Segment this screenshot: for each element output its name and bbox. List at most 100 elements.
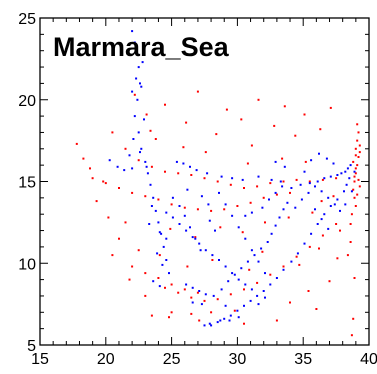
data-point-s0-118 [169,227,172,230]
axes: 15 20 25 30 35 40 5 10 15 20 25 [18,11,377,368]
data-point-s0-139 [233,309,236,312]
data-point-s1-129 [165,237,168,240]
data-point-s1-2 [136,53,139,55]
data-point-s1-117 [237,226,240,229]
data-point-s1-125 [189,226,191,229]
data-point-s0-133 [186,265,189,268]
data-point-s0-16 [358,185,361,188]
data-point-s1-25 [128,154,131,157]
data-point-s0-51 [157,198,160,201]
data-point-s0-49 [131,191,134,194]
data-point-s0-75 [335,223,338,225]
data-point-s1-105 [198,242,201,245]
data-point-s1-5 [136,98,139,101]
data-point-s1-101 [171,216,174,219]
data-point-s0-76 [131,265,134,268]
data-point-s0-4 [357,156,360,158]
data-point-s1-71 [243,304,245,307]
data-point-s0-55 [210,209,213,212]
data-point-s1-157 [191,301,194,304]
data-point-s1-104 [191,236,194,239]
data-point-s1-128 [158,231,161,234]
data-point-s1-151 [310,159,313,162]
data-point-s0-99 [107,216,110,219]
data-point-s0-48 [118,187,120,189]
data-point-s0-15 [357,178,360,181]
data-point-s1-126 [194,237,197,240]
data-point-s0-26 [346,254,349,257]
data-point-s0-28 [111,131,114,134]
data-point-s1-66 [275,277,278,279]
data-point-s0-140 [198,319,201,322]
data-point-s0-78 [157,277,160,279]
data-point-s0-124 [311,211,314,214]
data-point-s0-57 [236,205,239,207]
data-point-s0-104 [196,90,199,93]
data-point-s1-56 [343,190,345,193]
data-point-s0-85 [210,311,213,314]
data-point-s1-149 [325,157,328,160]
data-point-s0-123 [287,216,290,219]
data-point-s0-103 [185,121,188,124]
data-point-s1-170 [156,252,159,255]
data-point-s0-37 [229,183,232,186]
data-point-s1-109 [224,265,227,268]
data-point-s1-52 [346,167,349,170]
data-point-s1-86 [212,294,215,297]
data-point-s1-154 [274,160,277,163]
data-point-s1-68 [262,290,265,292]
data-point-s1-163 [250,211,253,214]
data-point-s1-142 [314,208,316,211]
data-point-s1-112 [244,283,247,286]
data-point-s1-15 [160,232,163,235]
data-point-s1-107 [211,254,214,257]
data-point-s0-65 [203,299,206,302]
data-point-s1-38 [231,177,234,180]
data-point-s1-50 [340,172,343,175]
data-point-s0-6 [356,139,359,142]
data-point-s1-114 [218,191,220,194]
data-point-s1-153 [283,165,286,168]
data-point-s1-57 [336,198,339,201]
data-point-s0-27 [339,229,341,232]
data-point-s0-19 [354,154,357,157]
data-point-s0-36 [216,180,219,183]
data-point-s0-68 [243,288,245,291]
data-point-s0-107 [240,118,243,121]
data-point-s1-121 [264,272,266,275]
data-point-s1-10 [146,172,149,175]
data-point-s0-23 [353,277,356,279]
data-point-s1-16 [162,245,165,248]
data-point-s1-115 [224,203,227,206]
data-point-s0-70 [269,273,272,276]
data-point-s0-105 [215,133,218,136]
data-point-s1-43 [290,187,293,189]
data-point-s0-74 [321,234,324,237]
data-point-s1-11 [149,183,152,186]
data-point-s1-82 [185,283,188,286]
data-point-s0-88 [124,221,127,224]
data-point-s1-24 [143,118,145,121]
data-point-s1-28 [116,165,119,168]
data-point-s1-139 [327,196,330,199]
data-point-s0-8 [358,151,361,154]
data-point-s0-72 [295,255,298,258]
x-tick-label-15: 15 [31,351,49,368]
data-point-s1-135 [300,198,303,201]
data-point-s0-146 [149,129,152,132]
data-point-s1-155 [152,280,155,283]
data-point-s1-74 [223,317,226,320]
y-tick-label-5: 5 [27,338,36,355]
data-point-s0-128 [261,250,264,253]
data-point-s1-106 [204,249,207,252]
data-point-s1-88 [227,280,230,283]
data-point-s0-95 [82,157,85,160]
chart-title: Marmara_Sea [53,32,230,62]
data-point-s1-47 [323,177,326,180]
data-point-s1-30 [131,167,134,170]
data-point-s1-116 [231,214,234,217]
data-point-s0-43 [308,180,311,183]
data-point-s0-66 [216,298,219,301]
data-point-s0-87 [275,319,278,322]
data-point-s1-94 [266,241,269,243]
